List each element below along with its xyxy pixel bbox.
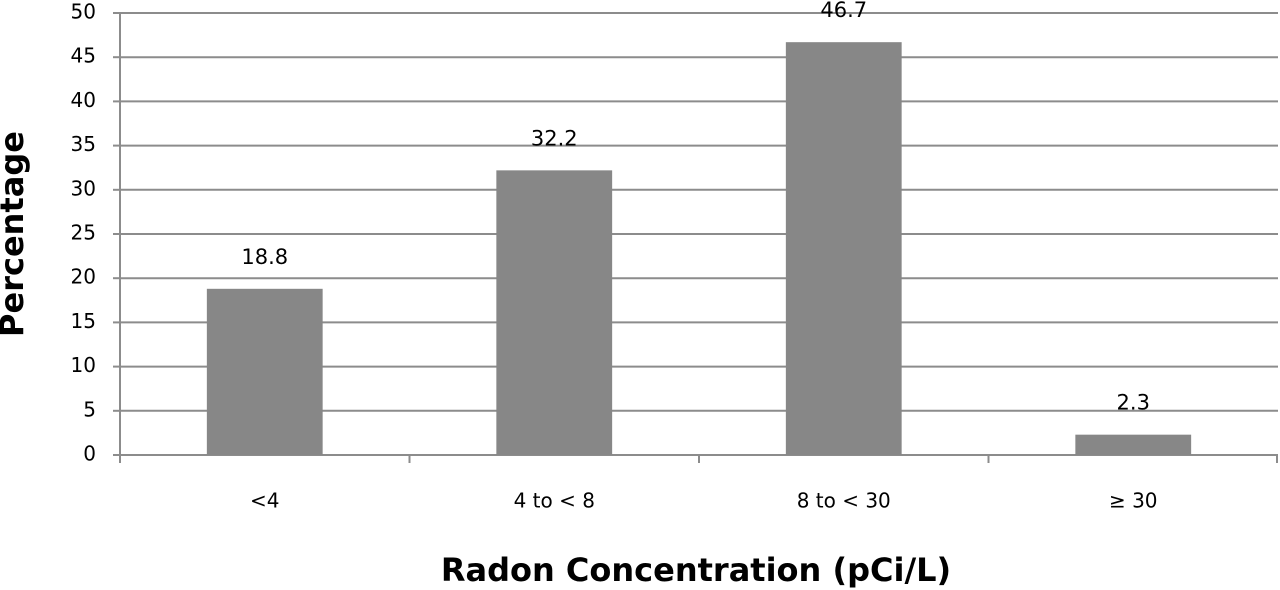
y-tick-label: 25 [71, 221, 96, 245]
y-tick-label: 45 [71, 44, 96, 68]
y-tick-label: 30 [71, 176, 96, 200]
x-tick-label: ≥ 30 [1109, 489, 1158, 513]
y-tick-label: 5 [83, 397, 96, 421]
value-label: 18.8 [241, 245, 288, 269]
y-tick-label: 35 [71, 132, 96, 156]
bar [785, 42, 902, 456]
value-label: 2.3 [1117, 391, 1150, 415]
x-axis-title: Radon Concentration (pCi/L) [441, 551, 951, 589]
y-tick-label: 50 [71, 0, 96, 24]
x-tick-label: 8 to < 30 [797, 489, 891, 513]
y-tick-label: 15 [71, 309, 96, 333]
bar [206, 288, 323, 455]
value-label: 46.7 [820, 0, 867, 22]
y-tick-label: 10 [71, 353, 96, 377]
y-tick-label: 40 [71, 88, 96, 112]
x-tick-label: <4 [250, 489, 279, 513]
x-tick-label: 4 to < 8 [514, 489, 595, 513]
bar [496, 170, 613, 456]
value-label: 32.2 [531, 126, 578, 150]
y-tick-label: 20 [71, 265, 96, 289]
y-tick-label: 0 [83, 442, 96, 466]
bar [1075, 434, 1192, 455]
y-axis-title: Percentage [0, 131, 31, 337]
